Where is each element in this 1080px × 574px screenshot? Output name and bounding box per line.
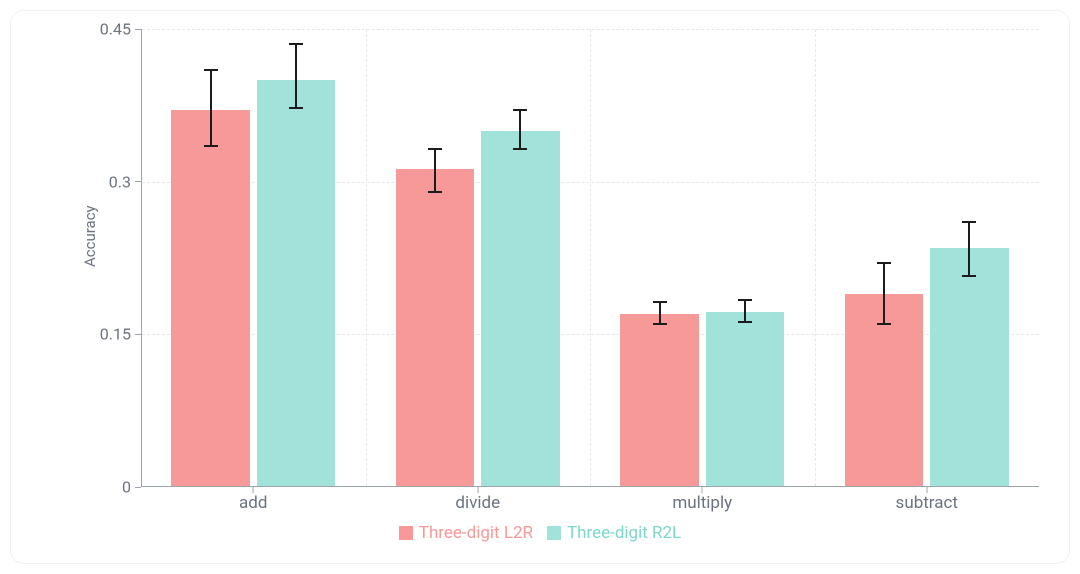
bar <box>257 80 336 486</box>
x-axis-line <box>141 486 1039 487</box>
ytick-label: 0.3 <box>109 172 131 191</box>
bar <box>930 248 1009 486</box>
errorbar-cap <box>204 69 218 71</box>
xtick-label: add <box>239 493 267 513</box>
grid-v <box>590 29 591 486</box>
errorbar-cap <box>428 191 442 193</box>
grid-v <box>815 29 816 486</box>
errorbar-line <box>434 149 436 192</box>
errorbar-cap <box>428 148 442 150</box>
errorbar-line <box>210 70 212 146</box>
errorbar-line <box>883 263 885 324</box>
errorbar-cap <box>962 275 976 277</box>
ytick-label: 0.45 <box>100 20 131 39</box>
errorbar-line <box>968 222 970 276</box>
errorbar-cap <box>289 107 303 109</box>
errorbar-cap <box>738 299 752 301</box>
ytick-mark <box>135 487 141 488</box>
legend-swatch <box>399 526 413 540</box>
bar <box>706 312 785 486</box>
errorbar-cap <box>962 221 976 223</box>
legend-label: Three-digit L2R <box>419 523 533 543</box>
ytick-mark <box>135 181 141 182</box>
errorbar-cap <box>653 301 667 303</box>
grid-v <box>366 29 367 486</box>
ytick-mark <box>135 29 141 30</box>
xtick-label: subtract <box>896 493 958 513</box>
errorbar-line <box>744 300 746 322</box>
errorbar-line <box>659 302 661 324</box>
y-axis-title: Accuracy <box>81 205 99 267</box>
errorbar-line <box>295 44 297 108</box>
xtick-label: divide <box>455 493 500 513</box>
legend-swatch <box>547 526 561 540</box>
bar <box>171 110 250 486</box>
legend: Three-digit L2R Three-digit R2L <box>11 523 1069 543</box>
chart-card: 00.150.30.45adddividemultiplysubtract Ac… <box>10 10 1070 564</box>
ytick-label: 0 <box>122 478 131 497</box>
plot-area: 00.150.30.45adddividemultiplysubtract <box>141 29 1039 487</box>
ytick-label: 0.15 <box>100 325 131 344</box>
errorbar-cap <box>738 321 752 323</box>
bar <box>620 314 699 486</box>
bar <box>481 131 560 486</box>
legend-label: Three-digit R2L <box>567 523 681 543</box>
xtick-label: multiply <box>672 493 732 513</box>
legend-item: Three-digit R2L <box>547 523 681 543</box>
y-axis-line <box>141 29 142 487</box>
bar <box>396 169 475 486</box>
errorbar-cap <box>513 148 527 150</box>
legend-item: Three-digit L2R <box>399 523 533 543</box>
errorbar-cap <box>877 323 891 325</box>
errorbar-cap <box>877 262 891 264</box>
errorbar-cap <box>289 43 303 45</box>
plot-outer: 00.150.30.45adddividemultiplysubtract Ac… <box>69 29 1039 487</box>
errorbar-cap <box>653 323 667 325</box>
ytick-mark <box>135 334 141 335</box>
errorbar-cap <box>204 145 218 147</box>
errorbar-cap <box>513 109 527 111</box>
errorbar-line <box>519 110 521 149</box>
